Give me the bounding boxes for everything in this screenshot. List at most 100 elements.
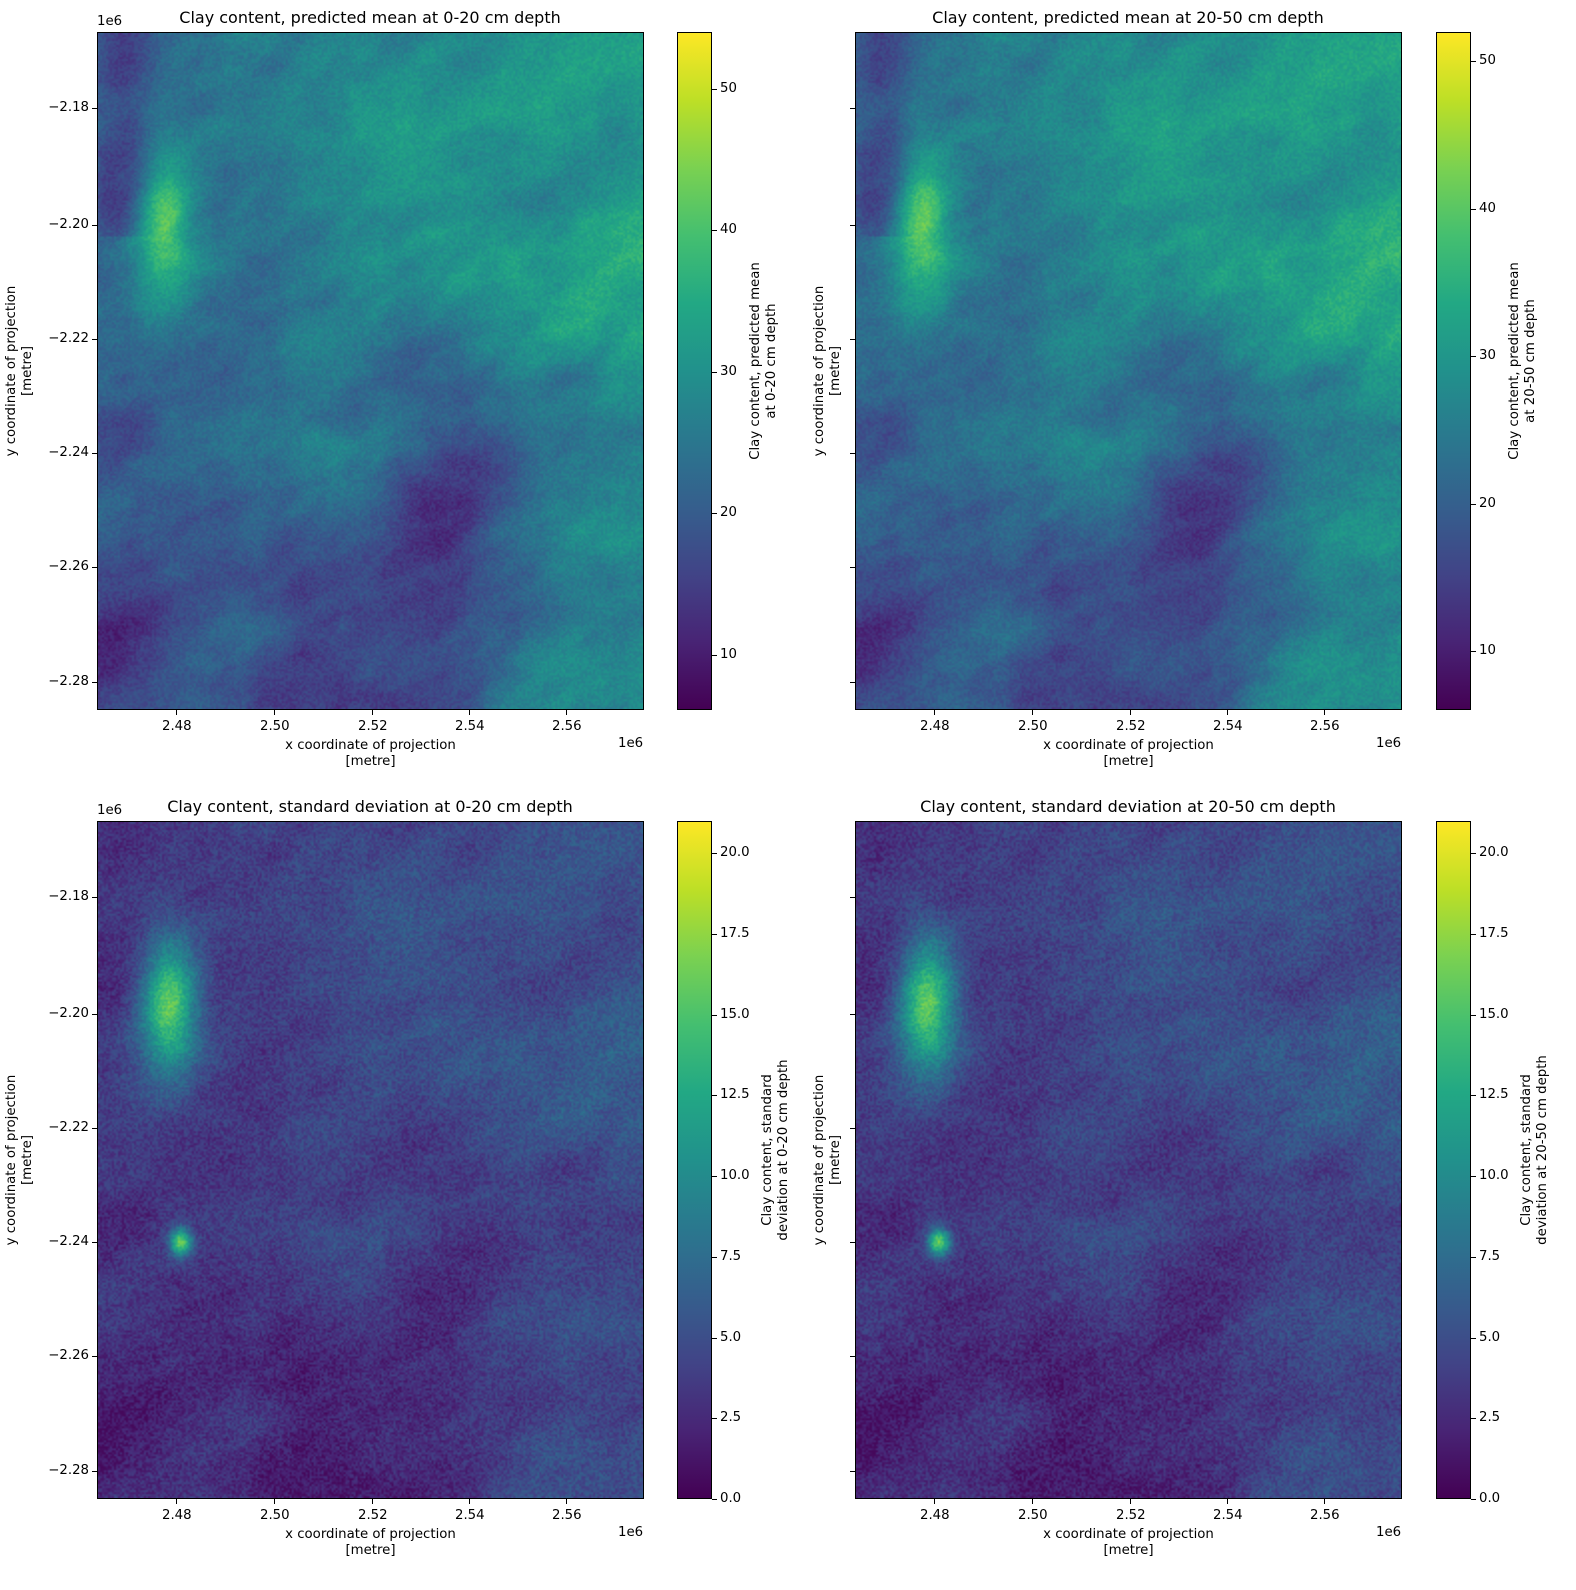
x-tickmark-0-3 (469, 710, 470, 715)
colorbar-tickmark-0-1 (712, 513, 717, 515)
y-tickmark-0-2 (92, 339, 97, 340)
colorbar-tick-label-3-8: 20.0 (1479, 845, 1509, 861)
heatmap-image-1 (856, 33, 1401, 709)
colorbar-tickmark-2-4 (712, 1176, 717, 1178)
colorbar-label-2: Clay content, standard deviation at 0-20… (760, 1059, 791, 1241)
colorbar-tickmark-2-2 (712, 1337, 717, 1339)
colorbar-tickmark-3-5 (1471, 1095, 1476, 1097)
x-tickmark-0-2 (372, 710, 373, 715)
colorbar-tickmark-3-7 (1471, 934, 1476, 935)
x-tickmark-3-0 (934, 1499, 935, 1504)
y-tickmark-1-2 (850, 339, 855, 340)
x-tickmark-1-3 (1227, 710, 1228, 715)
colorbar-label-3: Clay content, standard deviation at 20-5… (1519, 1055, 1550, 1245)
colorbar-1 (1436, 32, 1471, 710)
heatmap-axes-2[interactable] (97, 821, 644, 1499)
y-tick-label-0-2: −2.22 (48, 331, 89, 346)
x-axis-label-0: x coordinate of projection [metre] (285, 738, 456, 769)
x-tickmark-1-0 (934, 710, 935, 715)
heatmap-axes-0[interactable] (97, 32, 644, 710)
colorbar-tick-label-0-2: 30 (720, 363, 737, 379)
y-tickmark-0-4 (92, 567, 97, 568)
colorbar-tick-label-2-0: 0.0 (720, 1491, 742, 1506)
y-tickmark-3-4 (850, 1356, 855, 1357)
colorbar-label-1: Clay content, predicted mean at 20-50 cm… (1507, 262, 1538, 460)
heatmap-axes-1[interactable] (855, 32, 1402, 710)
colorbar-tickmark-3-3 (1471, 1256, 1476, 1258)
y-tickmark-2-2 (92, 1128, 97, 1129)
heatmap-axes-3[interactable] (855, 821, 1402, 1499)
colorbar-tick-label-2-2: 5.0 (720, 1329, 742, 1345)
y-tickmark-0-3 (92, 453, 97, 454)
colorbar-tickmark-2-3 (712, 1256, 717, 1258)
y-tickmark-1-1 (850, 225, 855, 226)
colorbar-tick-label-0-0: 10 (720, 646, 737, 662)
colorbar-tick-label-3-3: 7.5 (1479, 1248, 1501, 1264)
x-tick-label-1-4: 2.56 (1310, 719, 1340, 734)
colorbar-tick-label-3-7: 17.5 (1479, 926, 1509, 941)
x-tick-label-3-1: 2.50 (1018, 1508, 1048, 1523)
colorbar-tickmark-1-4 (1471, 61, 1476, 63)
y-tickmark-1-0 (850, 108, 855, 109)
x-tickmark-1-2 (1130, 710, 1131, 715)
x-axis-label-1: x coordinate of projection [metre] (1043, 738, 1214, 769)
y-axis-label-0: y coordinate of projection [metre] (4, 285, 35, 457)
y-axis-label-2: y coordinate of projection [metre] (4, 1074, 35, 1246)
colorbar-tick-label-3-4: 10.0 (1479, 1168, 1509, 1184)
colorbar-tickmark-2-1 (712, 1418, 717, 1420)
y-tick-label-2-1: −2.20 (48, 1006, 89, 1021)
y-tickmark-3-2 (850, 1128, 855, 1129)
y-tick-label-2-0: −2.18 (48, 889, 89, 904)
colorbar-tickmark-2-8 (712, 853, 717, 855)
y-tick-label-0-1: −2.20 (48, 217, 89, 232)
x-offset-label-2: 1e6 (618, 1525, 644, 1540)
colorbar-tick-label-1-4: 50 (1479, 53, 1496, 69)
colorbar-tickmark-3-6 (1471, 1014, 1476, 1016)
x-tick-label-0-2: 2.52 (358, 719, 388, 734)
plot-title-0: Clay content, predicted mean at 0-20 cm … (179, 8, 561, 27)
y-tickmark-3-0 (850, 897, 855, 898)
x-tick-label-1-1: 2.50 (1018, 719, 1048, 734)
y-tickmark-1-4 (850, 567, 855, 568)
colorbar-tickmark-2-7 (712, 934, 717, 935)
x-offset-label-3: 1e6 (1376, 1525, 1402, 1540)
colorbar-tick-label-2-7: 17.5 (720, 926, 750, 941)
y-tickmark-3-3 (850, 1242, 855, 1243)
colorbar-tickmark-0-2 (712, 371, 717, 373)
x-tickmark-3-2 (1130, 1499, 1131, 1504)
x-tick-label-2-0: 2.48 (162, 1508, 192, 1523)
x-tick-label-2-3: 2.54 (455, 1508, 485, 1523)
x-tick-label-0-3: 2.54 (455, 719, 485, 734)
colorbar-tick-label-1-1: 20 (1479, 495, 1496, 511)
x-offset-label-1: 1e6 (1376, 736, 1402, 751)
x-tick-label-1-0: 2.48 (920, 719, 950, 734)
plot-title-1: Clay content, predicted mean at 20-50 cm… (932, 8, 1324, 27)
y-tickmark-2-5 (92, 1471, 97, 1472)
x-tickmark-3-1 (1032, 1499, 1033, 1504)
colorbar-tick-label-3-2: 5.0 (1479, 1329, 1501, 1345)
colorbar-tick-label-2-6: 15.0 (720, 1006, 750, 1022)
colorbar-tickmark-3-0 (1471, 1499, 1476, 1500)
x-tickmark-2-0 (176, 1499, 177, 1504)
x-tickmark-2-2 (372, 1499, 373, 1504)
plot-title-3: Clay content, standard deviation at 20-5… (920, 797, 1336, 816)
colorbar-label-0: Clay content, predicted mean at 0-20 cm … (748, 262, 779, 460)
colorbar-tickmark-0-0 (712, 654, 717, 656)
x-tick-label-1-2: 2.52 (1116, 719, 1146, 734)
colorbar-3 (1436, 821, 1471, 1499)
colorbar-tick-label-2-4: 10.0 (720, 1168, 750, 1184)
colorbar-tickmark-3-2 (1471, 1337, 1476, 1339)
x-tickmark-3-3 (1227, 1499, 1228, 1504)
colorbar-tickmark-0-3 (712, 230, 717, 232)
colorbar-tickmark-3-8 (1471, 853, 1476, 855)
x-tickmark-1-1 (1032, 710, 1033, 715)
colorbar-tick-label-2-3: 7.5 (720, 1248, 742, 1264)
colorbar-tick-label-3-0: 0.0 (1479, 1491, 1501, 1506)
x-tick-label-2-1: 2.50 (260, 1508, 290, 1523)
x-axis-label-3: x coordinate of projection [metre] (1043, 1527, 1214, 1558)
colorbar-0 (677, 32, 712, 710)
colorbar-tickmark-1-3 (1471, 208, 1476, 210)
x-offset-label-0: 1e6 (618, 736, 644, 751)
x-tick-label-3-4: 2.56 (1310, 1508, 1340, 1523)
x-tick-label-2-2: 2.52 (358, 1508, 388, 1523)
